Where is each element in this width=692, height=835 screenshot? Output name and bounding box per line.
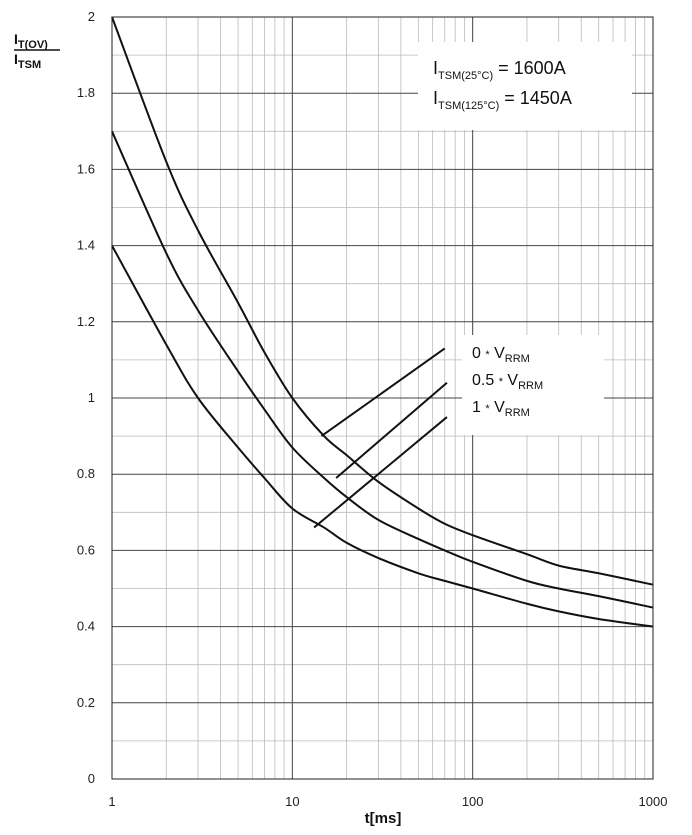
annotation-box — [418, 42, 632, 130]
series-curves — [111, 16, 654, 628]
plot-frame — [111, 16, 654, 780]
y-tick-label: 0.2 — [77, 695, 95, 710]
y-tick-label: 1.4 — [77, 238, 95, 253]
y-label-denominator: ITSM — [14, 51, 41, 71]
series-curve-0-vrrm — [111, 16, 654, 586]
x-tick-label: 100 — [462, 794, 484, 809]
x-tick-label: 10 — [285, 794, 299, 809]
series-curve-1-vrrm — [111, 245, 654, 628]
y-tick-labels: 0 0.2 0.4 0.6 0.8 1 1.2 1.4 1.6 1.8 2 — [77, 9, 95, 786]
x-tick-label: 1 — [108, 794, 115, 809]
x-axis-label: t[ms] — [365, 810, 402, 827]
y-tick-label: 0.4 — [77, 619, 95, 634]
leader-line — [335, 382, 448, 479]
leader-line — [320, 347, 446, 437]
y-tick-label: 0.8 — [77, 466, 95, 481]
label-leader-lines — [313, 347, 448, 529]
series-label-1-vrrm: 1 * VRRM — [472, 399, 530, 419]
y-tick-label: 0.6 — [77, 542, 95, 557]
y-axis-label: IT(OV) ITSM — [14, 31, 60, 71]
series-label-0-vrrm: 0 * VRRM — [472, 345, 530, 365]
series-label-05-vrrm: 0.5 * VRRM — [472, 372, 543, 392]
annotation-tsm-125c: ITSM(125°C) = 1450A — [433, 88, 572, 112]
x-tick-label: 1000 — [639, 794, 668, 809]
series-curve-05-vrrm — [111, 130, 654, 609]
leader-line — [313, 416, 448, 529]
y-tick-label: 1 — [88, 390, 95, 405]
y-tick-label: 1.2 — [77, 314, 95, 329]
y-tick-label: 1.8 — [77, 85, 95, 100]
y-tick-label: 2 — [88, 9, 95, 24]
y-label-numerator: IT(OV) — [14, 31, 48, 51]
y-tick-label: 0 — [88, 771, 95, 786]
x-tick-labels: 1 10 100 1000 — [108, 794, 667, 809]
series-label-box — [462, 335, 604, 435]
y-tick-label: 1.6 — [77, 161, 95, 176]
annotation-tsm-25c: ITSM(25°C) = 1600A — [433, 58, 566, 82]
